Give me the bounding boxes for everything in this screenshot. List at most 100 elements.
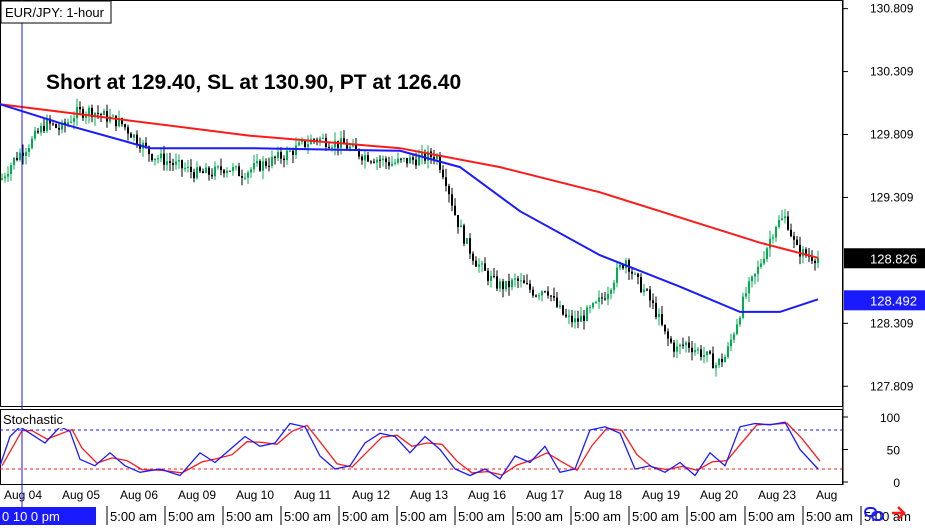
candle-body xyxy=(85,114,87,118)
candle-body xyxy=(769,238,771,249)
candle-body xyxy=(805,249,807,256)
candle-body xyxy=(373,161,375,163)
candle-body xyxy=(412,157,414,160)
candle-body xyxy=(799,244,801,257)
candle-body xyxy=(550,295,552,297)
date-tick-label: Aug 17 xyxy=(526,488,564,502)
candle-body xyxy=(100,113,102,116)
candle-body xyxy=(364,155,366,161)
candle-body xyxy=(349,146,351,149)
candle-body xyxy=(400,158,402,160)
candle-body xyxy=(703,355,705,357)
candle-body xyxy=(535,295,537,297)
candle-body xyxy=(814,260,816,264)
candle-body xyxy=(304,140,306,147)
candle-body xyxy=(622,264,624,269)
candle-body xyxy=(649,289,651,301)
candle-body xyxy=(730,339,732,347)
candle-body xyxy=(331,147,333,149)
candle-body xyxy=(538,295,540,297)
candle-body xyxy=(589,307,591,309)
candle-body xyxy=(583,315,585,322)
candle-body xyxy=(559,305,561,307)
time-tick-label: 5:00 am xyxy=(284,509,331,524)
stochastic-tick-label: 0 xyxy=(893,476,900,490)
candle-body xyxy=(190,166,192,173)
moving-average-line-2 xyxy=(0,103,819,313)
candle-body xyxy=(490,275,492,281)
candle-body xyxy=(421,152,423,157)
price-tick-label: 130.309 xyxy=(870,65,914,79)
candle-body xyxy=(196,167,198,179)
candle-body xyxy=(418,156,420,166)
date-tick-label: Aug 18 xyxy=(584,488,622,502)
candle-body xyxy=(442,169,444,178)
candle-body xyxy=(73,118,75,122)
candle-body xyxy=(46,118,48,131)
candle-body xyxy=(481,263,483,265)
arrow-icon[interactable] xyxy=(892,506,906,520)
date-axis-ticks: Aug 04 Aug 05 Aug 06 Aug 09 Aug 10 Aug 11 Aug … xyxy=(4,488,837,502)
candle-body xyxy=(163,153,165,165)
candle-body xyxy=(175,161,177,165)
candle-body xyxy=(739,317,741,325)
candle-body xyxy=(145,142,147,147)
candle-body xyxy=(463,225,465,244)
candle-body xyxy=(346,144,348,149)
candle-body xyxy=(658,314,660,317)
time-tick-label: 5:00 am xyxy=(632,509,679,524)
candle-body xyxy=(22,152,24,157)
candle-body xyxy=(112,115,114,117)
candle-body xyxy=(811,256,813,261)
candle-body xyxy=(454,205,456,216)
candle-body xyxy=(532,289,534,296)
candle-body xyxy=(58,127,60,130)
stochastic-label-box xyxy=(1,410,71,428)
candle-body xyxy=(631,271,633,274)
candle-body xyxy=(736,324,738,335)
candle-body xyxy=(625,260,627,269)
date-tick-label: Aug 09 xyxy=(178,488,216,502)
candle-body xyxy=(406,157,408,164)
candle-body xyxy=(67,122,69,126)
candle-body xyxy=(427,151,429,161)
link-icon[interactable] xyxy=(864,507,884,521)
candle-body xyxy=(235,166,237,168)
candle-body xyxy=(796,239,798,245)
candle-body xyxy=(277,152,279,159)
candle-body xyxy=(487,270,489,281)
candle-body xyxy=(388,162,390,166)
time-tick-label: 5:00 am xyxy=(400,509,447,524)
candle-body xyxy=(271,156,273,166)
candle-body xyxy=(37,130,39,133)
candle-body xyxy=(70,121,72,123)
cursor-time-label: 0 10 0 pm xyxy=(2,509,60,524)
time-tick-label: 5:00 am xyxy=(748,509,795,524)
candle-body xyxy=(529,283,531,290)
candle-body xyxy=(568,315,570,317)
candle-body xyxy=(475,260,477,267)
candle-body xyxy=(10,165,12,175)
time-tick-label: 5:00 am xyxy=(574,509,621,524)
candle-body xyxy=(151,154,153,161)
candle-body xyxy=(253,163,255,170)
candle-body xyxy=(82,109,84,118)
candle-body xyxy=(517,278,519,281)
candle-body xyxy=(193,172,195,179)
candle-body xyxy=(52,123,54,125)
candle-body xyxy=(97,112,99,114)
candle-body xyxy=(187,166,189,169)
candle-body xyxy=(637,273,639,277)
price-axis-ticks: 130.809 130.309 129.809 129.309 128.309 127.8… xyxy=(843,2,914,393)
time-tick-label: 5:00 am xyxy=(690,509,737,524)
candle-body xyxy=(328,146,330,148)
candle-body xyxy=(49,118,51,124)
candle-body xyxy=(544,291,546,293)
candle-body xyxy=(313,139,315,141)
candle-body xyxy=(76,106,78,119)
candle-body xyxy=(139,144,141,149)
candle-body xyxy=(334,140,336,148)
candle-body xyxy=(757,266,759,274)
date-tick-label: Aug 06 xyxy=(120,488,158,502)
candle-body xyxy=(676,346,678,352)
